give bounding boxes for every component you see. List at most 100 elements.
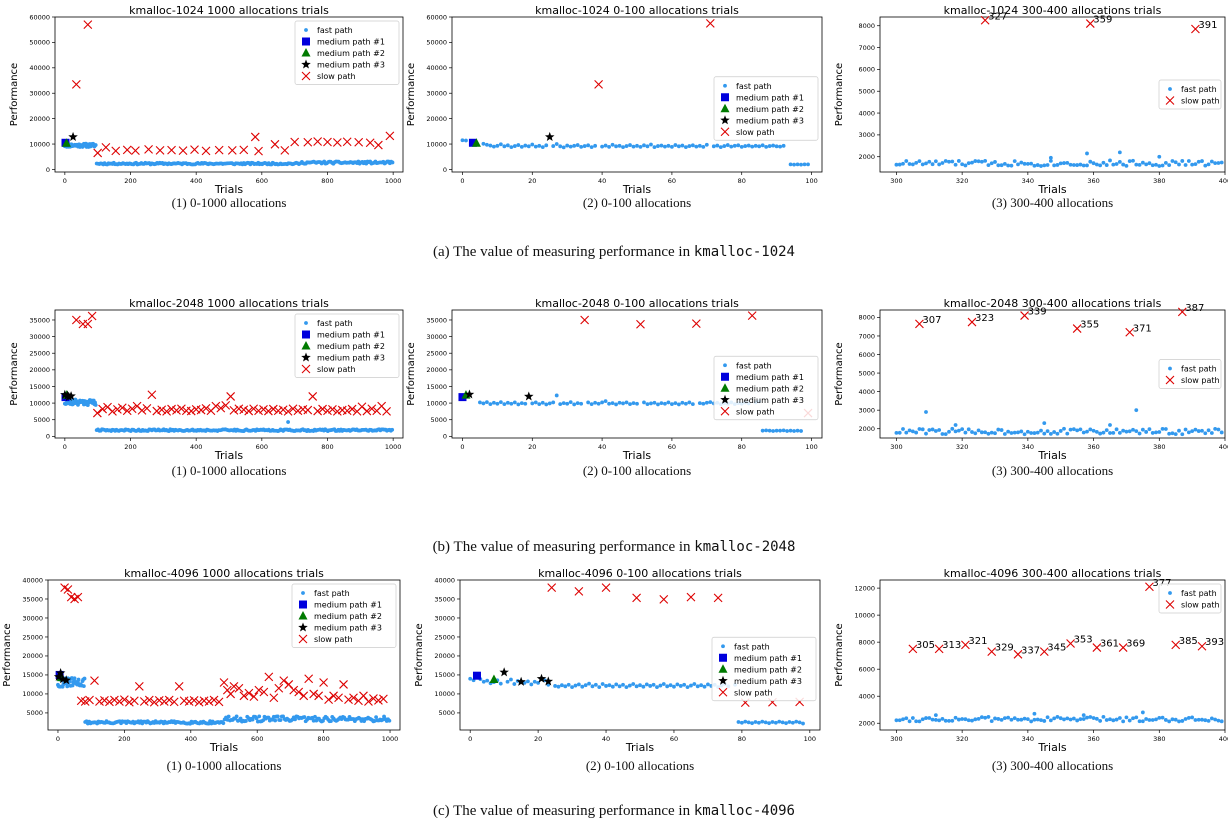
slow-x-stroke <box>110 695 119 705</box>
fast-path-point <box>532 679 537 684</box>
fast-path-point <box>1048 718 1053 723</box>
fast-path-point <box>701 401 706 406</box>
fast-path-point <box>1209 159 1214 164</box>
plot-frame <box>879 579 1226 731</box>
slow-x-stroke <box>344 695 353 705</box>
legend-label-fast: fast path <box>317 319 353 328</box>
fast-path-point <box>614 402 618 407</box>
fast-path-point <box>711 144 716 149</box>
fast-path-point <box>970 718 974 723</box>
fast-path-point <box>924 410 928 414</box>
slow-path-point <box>155 146 165 155</box>
slow-path-point <box>908 644 918 654</box>
slow-path-point <box>110 695 119 705</box>
fast-path-point <box>1170 159 1175 163</box>
fast-path-point <box>530 142 535 147</box>
fast-path-point <box>695 684 700 689</box>
fast-path-point <box>547 401 552 406</box>
slow-x-stroke <box>239 691 249 701</box>
fast-path-point <box>777 719 782 724</box>
fast-path-point <box>544 143 549 148</box>
fast-path-point <box>631 144 636 149</box>
slow-x-stroke <box>219 678 229 687</box>
slow-x-stroke <box>216 403 226 413</box>
slow-x-stroke <box>594 79 603 89</box>
fast-path-point <box>1147 161 1152 166</box>
legend-label-med2: medium path #2 <box>317 342 385 351</box>
fast-path-point <box>1121 719 1126 724</box>
plot-frame <box>54 309 404 439</box>
fast-path-point <box>1157 164 1162 168</box>
fast-path-point <box>960 427 965 431</box>
slow-x-stroke <box>87 311 97 321</box>
slow-x-stroke <box>229 681 239 691</box>
x-tick-label: 0 <box>63 177 67 185</box>
fast-path-point <box>1154 162 1158 167</box>
fast-path-point <box>690 402 695 406</box>
fast-path-point <box>894 718 899 723</box>
slow-path-point <box>303 405 313 415</box>
slow-path-point <box>659 594 669 604</box>
slow-path-point <box>229 406 239 415</box>
fast-path-point <box>1117 430 1122 435</box>
fast-path-point <box>1219 430 1224 435</box>
x-tick-label: 800 <box>321 443 333 451</box>
plot-area <box>894 582 1224 724</box>
fast-path-point <box>676 144 681 149</box>
slow-x-stroke <box>987 647 997 657</box>
fast-path-point <box>656 144 660 148</box>
slow-path-point <box>686 592 696 602</box>
slow-x-stroke <box>334 693 343 703</box>
fast-path-point <box>973 159 978 163</box>
fast-path-point <box>1065 160 1070 165</box>
slow-x-stroke <box>303 137 313 147</box>
slow-path-point <box>294 687 304 697</box>
slow-x-stroke <box>349 693 358 703</box>
fast-path-point <box>302 715 307 719</box>
legend-marker-slow <box>1165 96 1175 105</box>
slow-x-stroke <box>299 691 309 701</box>
fast-path-point <box>736 143 741 148</box>
subcaption: (1) 0-1000 allocations <box>172 195 287 210</box>
slow-path-point <box>101 142 111 152</box>
fast-path-point <box>799 162 803 167</box>
slow-x-stroke <box>279 676 289 686</box>
slow-x-stroke <box>100 695 109 705</box>
slow-x-stroke <box>301 364 311 374</box>
x-tick-label: 60 <box>668 443 676 451</box>
y-tick-label: 30000 <box>22 614 43 622</box>
slow-x-stroke <box>129 696 139 706</box>
fast-path-point <box>672 684 676 689</box>
fast-path-point <box>572 402 577 407</box>
legend-marker-med2 <box>298 611 308 620</box>
slow-path-point <box>92 408 102 418</box>
slow-path-data-label: 307 <box>922 315 941 326</box>
legend-marker-med2 <box>301 48 311 57</box>
figure-caption-a: (a) The value of measuring performance i… <box>433 244 795 260</box>
slow-path-point <box>269 693 279 703</box>
x-axis-label: Trials <box>622 449 651 462</box>
slow-x-stroke <box>259 687 269 697</box>
fast-path-point <box>617 400 622 405</box>
fast-path-point <box>1134 162 1139 167</box>
legend-label-fast: fast path <box>314 589 350 598</box>
fast-path-point <box>554 142 559 146</box>
slow-path-point <box>169 697 179 707</box>
fast-path-point <box>970 160 974 165</box>
fast-path-point <box>963 430 968 435</box>
fast-path-point <box>293 717 297 722</box>
fast-path-point <box>568 144 573 149</box>
fast-path-point <box>979 430 984 435</box>
slow-path-point <box>196 405 206 415</box>
fast-path-point <box>1154 717 1158 722</box>
slow-path-point <box>219 678 229 687</box>
legend-marker-fast <box>304 321 308 325</box>
legend-marker-slow <box>718 687 728 697</box>
slow-path-point <box>204 697 214 706</box>
fast-path-point <box>1062 717 1066 722</box>
fast-path-point <box>933 429 938 433</box>
fast-path-point <box>624 685 629 689</box>
slow-x-stroke <box>354 137 364 147</box>
slow-x-stroke <box>142 404 152 413</box>
chart-c3: kmalloc-4096 300-400 allocations trials3… <box>834 567 1228 773</box>
